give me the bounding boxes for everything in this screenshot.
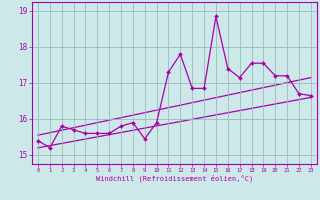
X-axis label: Windchill (Refroidissement éolien,°C): Windchill (Refroidissement éolien,°C) xyxy=(96,175,253,182)
